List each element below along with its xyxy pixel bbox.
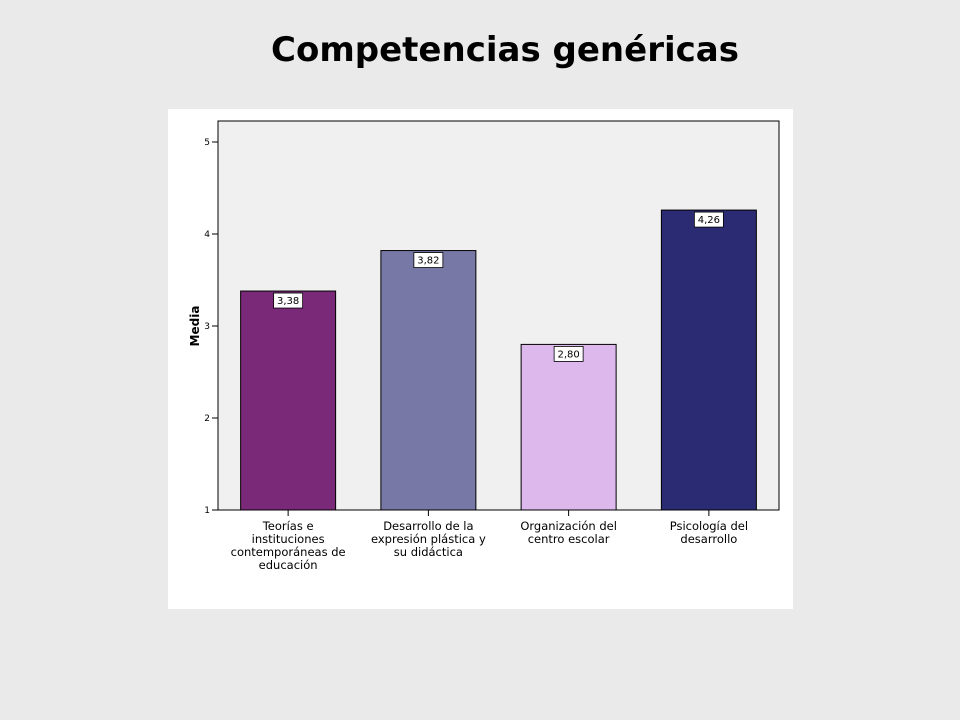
y-axis-title: Media — [188, 306, 202, 347]
y-tick-label: 4 — [204, 230, 210, 240]
data-label-box — [273, 292, 304, 309]
chart-panel: 1 2 3 4 5 Media 3,38 Teorías e instituciones cont… — [168, 109, 793, 609]
bar — [660, 209, 757, 511]
x-tick-label: Psicología del desarrollo — [670, 519, 748, 546]
slide-title: Competencias genéricas — [271, 30, 739, 70]
x-tick-label: Teorías e instituciones contemporáneas de e… — [231, 519, 346, 572]
data-label: 4,26 — [698, 215, 720, 226]
y-tick-label: 2 — [204, 414, 210, 424]
data-label-box — [413, 252, 444, 268]
bar — [380, 250, 477, 511]
bar-chart: 1 2 3 4 5 Media 3,38 Teorías e instituciones cont… — [188, 120, 780, 572]
data-label: 3,82 — [417, 256, 439, 267]
y-tick-label: 3 — [204, 322, 210, 332]
bar — [520, 343, 617, 511]
y-tick-label: 1 — [204, 506, 210, 516]
x-tick-label: Organización del centro escolar — [520, 519, 617, 546]
data-label-box — [553, 345, 584, 362]
y-tick-label: 5 — [204, 138, 210, 148]
data-label-box — [693, 211, 724, 228]
bar — [240, 290, 337, 511]
x-tick-label: Desarrollo de la expresión plástica y su d… — [371, 519, 486, 559]
data-label: 3,38 — [277, 296, 299, 307]
data-label: 2,80 — [557, 349, 579, 360]
